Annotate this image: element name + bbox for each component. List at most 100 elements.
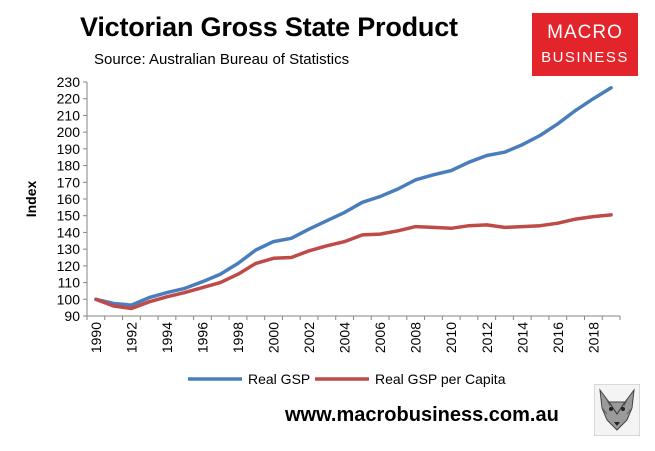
series-line-2 <box>94 213 613 311</box>
series-2-point <box>326 245 328 247</box>
series-2-point <box>486 224 488 226</box>
x-tick-label: 2010 <box>443 322 459 353</box>
series-2-point <box>468 225 470 227</box>
series-2-point <box>130 307 133 310</box>
y-tick-label: 200 <box>57 124 81 140</box>
series-1-point <box>184 287 186 290</box>
series-2-point <box>539 225 541 227</box>
series-2-point <box>272 257 275 259</box>
series-1-point <box>610 87 612 89</box>
logo-line-2: BUSINESS <box>541 49 629 66</box>
y-tick-label: 150 <box>57 208 81 224</box>
series-2-point <box>415 225 417 228</box>
y-tick-label: 110 <box>58 275 81 291</box>
series-2-point <box>201 286 204 289</box>
y-tick-label: 130 <box>57 241 81 257</box>
y-tick-label: 230 <box>57 74 81 90</box>
series-2-point <box>432 226 435 229</box>
series-2-point <box>397 230 399 232</box>
series-1-point <box>308 228 310 230</box>
series-2-point <box>166 296 168 298</box>
x-tick-label: 1994 <box>159 322 175 353</box>
series-2-point <box>503 226 506 229</box>
series-1-point <box>326 220 328 222</box>
x-tick-label: 2004 <box>337 322 353 353</box>
series-2-point <box>290 256 292 259</box>
series-2-point <box>557 222 559 224</box>
series-2-point <box>450 227 452 229</box>
series-1-point <box>237 262 239 264</box>
x-tick-label: 2006 <box>372 322 388 353</box>
legend-label-1: Real GSP <box>248 371 310 387</box>
series-1-point <box>219 273 221 275</box>
x-tick-label: 2012 <box>479 322 495 353</box>
chart-title: Victorian Gross State Product <box>80 12 458 42</box>
series-1-point <box>592 98 594 100</box>
series-2-point <box>219 281 221 284</box>
y-tick-label: 180 <box>57 158 81 174</box>
x-tick-label: 1996 <box>194 322 210 353</box>
series-1-point <box>539 134 541 137</box>
series-1-point <box>290 237 292 239</box>
legend-label-2: Real GSP per Capita <box>375 371 506 387</box>
website-url: www.macrobusiness.com.au <box>285 404 559 426</box>
series-1-point <box>379 195 381 198</box>
x-tick-label: 2008 <box>408 322 424 353</box>
series-1-point <box>450 169 452 172</box>
series-1-point <box>130 304 133 306</box>
series-1-point <box>166 292 168 294</box>
series-2-point <box>237 273 239 275</box>
series-1-point <box>148 297 150 299</box>
series-1-point <box>468 161 470 163</box>
series-1-point <box>255 249 257 251</box>
x-tick-label: 2002 <box>301 322 317 353</box>
series-2-point <box>113 305 115 307</box>
series-2-point <box>184 292 186 294</box>
series-1-point <box>486 154 488 157</box>
y-tick-label: 210 <box>57 107 81 123</box>
series-1-point <box>272 241 275 243</box>
series-1-point <box>415 179 417 181</box>
y-tick-label: 140 <box>57 224 81 240</box>
series-1-point <box>432 174 435 176</box>
x-tick-label: 2014 <box>514 322 530 353</box>
series-1-point <box>503 151 506 153</box>
series-1-point <box>557 123 559 125</box>
y-axis-title: Index <box>23 181 39 218</box>
series-2-point <box>308 250 310 252</box>
series-2-point <box>521 225 523 228</box>
series-2-point <box>592 215 594 218</box>
x-tick-label: 1998 <box>230 322 246 353</box>
series-2-point <box>610 214 612 216</box>
series-2-point <box>361 234 363 236</box>
series-2-point <box>379 233 381 235</box>
y-tick-label: 100 <box>57 291 81 307</box>
series-1-point <box>201 281 204 283</box>
series-1-point <box>574 109 577 112</box>
series-2-point <box>344 241 346 243</box>
x-tick-label: 2018 <box>585 322 601 353</box>
series-1-point <box>521 144 523 146</box>
series-1-point <box>397 188 399 190</box>
x-tick-label: 1992 <box>123 322 139 353</box>
series-line-1 <box>94 86 613 307</box>
x-tick-label: 2016 <box>550 322 566 353</box>
chart-subtitle: Source: Australian Bureau of Statistics <box>94 51 350 68</box>
series-2-point <box>148 301 150 303</box>
macrobusiness-logo: MACRO BUSINESS <box>532 13 638 76</box>
series-1-point <box>361 201 363 203</box>
series-2-point <box>255 262 257 264</box>
series-2-point <box>574 218 577 220</box>
x-tick-label: 1990 <box>88 322 104 353</box>
y-tick-label: 190 <box>57 141 81 157</box>
series-1-point <box>113 302 115 305</box>
y-tick-label: 90 <box>64 308 80 324</box>
logo-line-1: MACRO <box>547 22 623 43</box>
series-1-point <box>344 211 346 213</box>
fox-mascot-icon <box>594 384 640 436</box>
y-tick-label: 160 <box>57 191 81 207</box>
y-tick-label: 120 <box>57 258 81 274</box>
series-2-point <box>95 298 97 300</box>
y-tick-label: 170 <box>57 174 81 190</box>
